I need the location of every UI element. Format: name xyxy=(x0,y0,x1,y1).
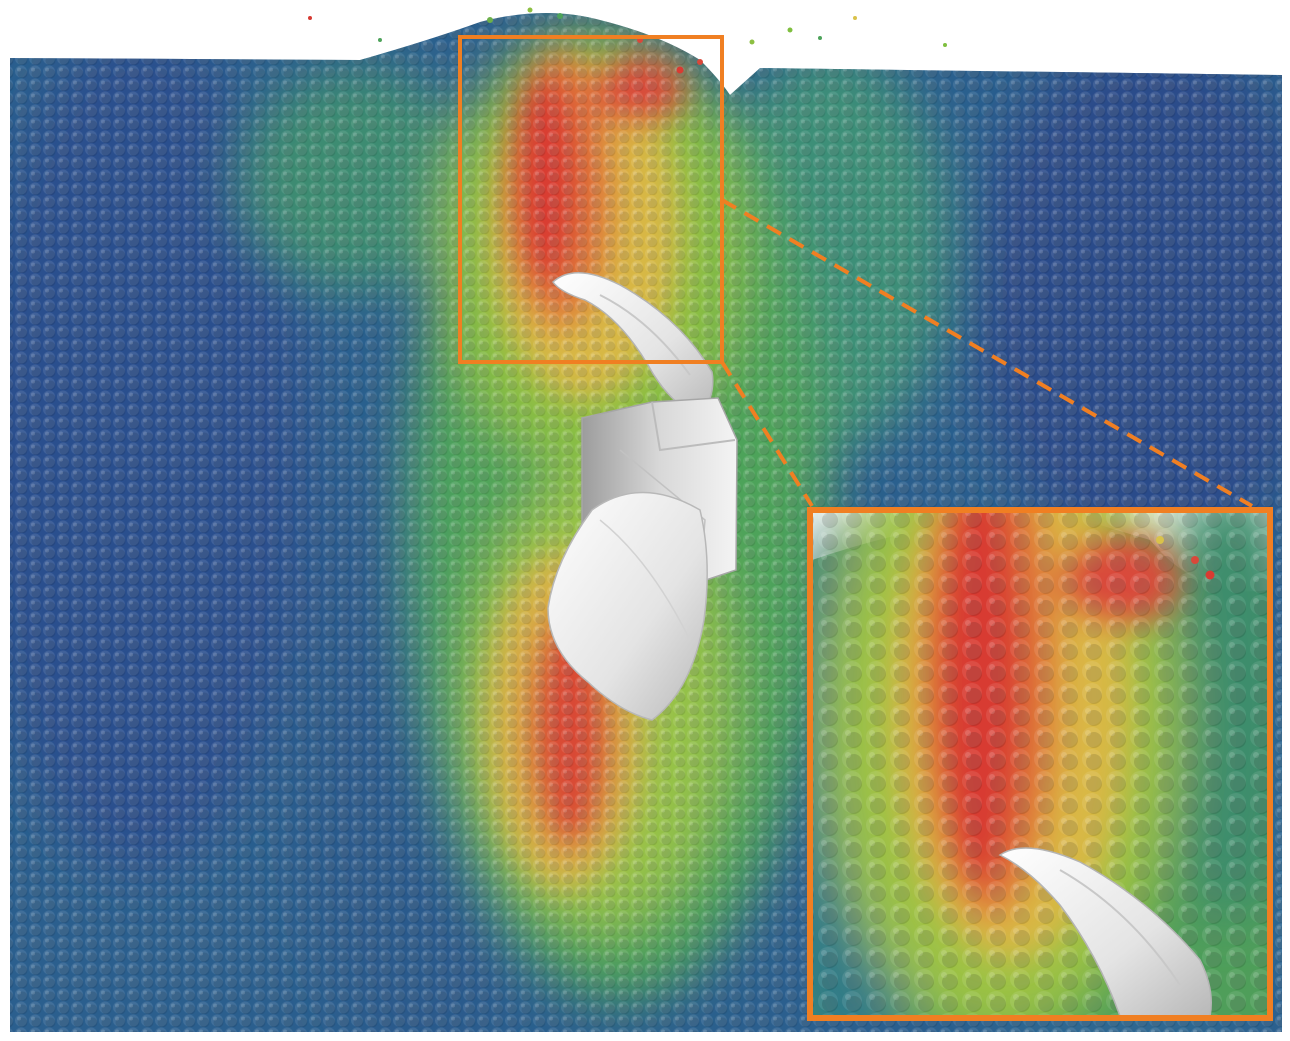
propeller xyxy=(547,271,738,721)
inset-propeller-blade xyxy=(998,847,1212,1016)
propeller-lower-blade xyxy=(547,491,708,721)
zoom-connector-lines xyxy=(720,198,1254,508)
zoom-inset-frame xyxy=(807,507,1273,1021)
highlight-region-box xyxy=(458,35,724,364)
zoom-inset xyxy=(807,507,1273,1021)
